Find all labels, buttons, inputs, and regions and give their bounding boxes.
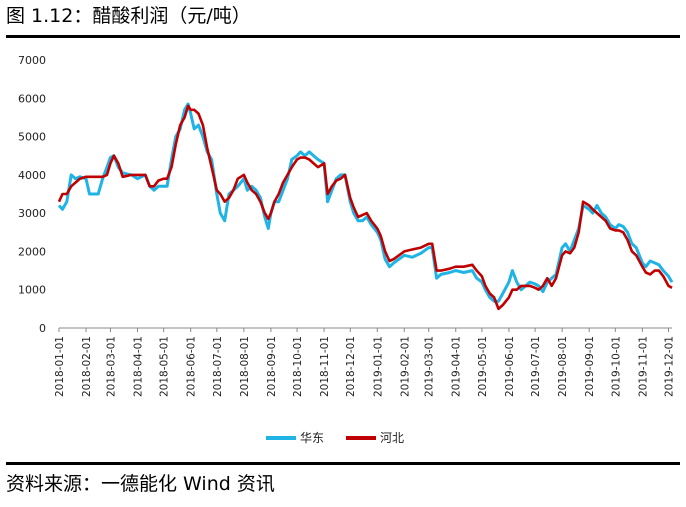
x-tick-label: 2018-01-01	[54, 336, 66, 397]
x-tick-label: 2018-08-01	[239, 336, 251, 397]
x-tick-label: 2018-10-01	[292, 336, 304, 397]
x-tick-label: 2019-12-01	[664, 336, 676, 397]
series-line-2	[57, 104, 673, 311]
x-tick-label: 2019-07-01	[530, 336, 542, 397]
x-tick-label: 2018-12-01	[345, 336, 357, 397]
x-tick-label: 2018-11-01	[319, 336, 331, 397]
x-tick-label: 2018-02-01	[81, 336, 93, 397]
y-tick-label: 3000	[18, 207, 46, 220]
x-axis-ticks: 2018-01-01 2018-02-01 2018-03-01 2018-04-01…	[54, 328, 676, 397]
x-tick-label: 2019-05-01	[477, 336, 489, 397]
x-tick-label: 2019-02-01	[399, 336, 411, 397]
y-tick-label: 1000	[18, 284, 46, 297]
legend-label-1: 华东	[300, 431, 324, 445]
series-layer	[57, 102, 674, 311]
x-tick-label: 2019-03-01	[424, 336, 436, 397]
x-tick-label: 2019-06-01	[504, 336, 516, 397]
y-tick-label: 4000	[18, 169, 46, 182]
x-tick-label: 2018-09-01	[266, 336, 278, 397]
x-tick-label: 2019-10-01	[610, 336, 622, 397]
bottom-rule	[6, 462, 680, 465]
x-tick-label: 2018-07-01	[212, 336, 224, 397]
series-line-1	[57, 102, 674, 303]
y-tick-label: 7000	[18, 54, 46, 67]
x-tick-label: 2018-04-01	[132, 336, 144, 397]
chart: 0 1000 2000 3000 4000 5000 6000 7000 2018-01-01…	[18, 54, 676, 445]
figure-title: 图 1.12：醋酸利润（元/吨）	[6, 5, 251, 27]
source-note: 资料来源：一德能化 Wind 资讯	[6, 473, 275, 495]
top-rule	[6, 35, 680, 38]
y-axis-ticks: 0 1000 2000 3000 4000 5000 6000 7000	[18, 54, 46, 335]
y-tick-label: 5000	[18, 131, 46, 144]
x-tick-label: 2018-03-01	[105, 336, 117, 397]
y-tick-label: 0	[39, 322, 46, 335]
legend: 华东 河北	[266, 431, 404, 445]
x-tick-label: 2019-01-01	[372, 336, 384, 397]
x-tick-label: 2019-11-01	[637, 336, 649, 397]
legend-label-2: 河北	[380, 431, 404, 445]
x-tick-label: 2019-09-01	[584, 336, 596, 397]
x-tick-label: 2018-05-01	[159, 336, 171, 397]
x-tick-label: 2019-04-01	[451, 336, 463, 397]
x-tick-label: 2018-06-01	[186, 336, 198, 397]
x-tick-label: 2019-08-01	[557, 336, 569, 397]
y-tick-label: 2000	[18, 245, 46, 258]
y-tick-label: 6000	[18, 92, 46, 105]
